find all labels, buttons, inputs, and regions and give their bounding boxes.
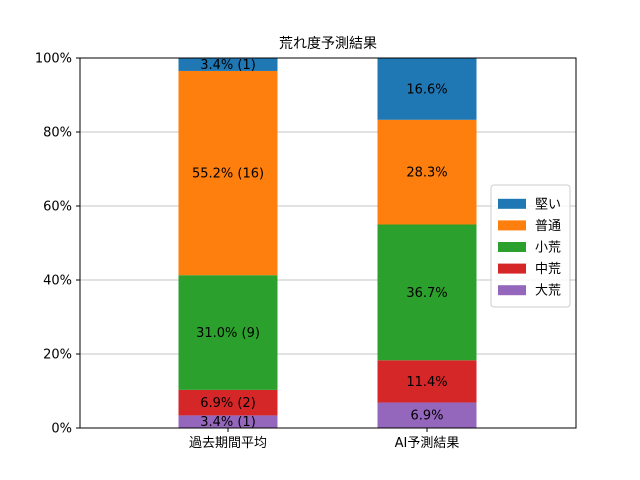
bar-data-label: 6.9% (2) [200, 396, 256, 411]
chart-title: 荒れ度予測結果 [279, 36, 377, 52]
legend-box [490, 184, 571, 308]
legend-swatch [498, 242, 526, 252]
legend-label: 堅い [535, 197, 561, 212]
bar-segment [178, 389, 278, 416]
bar-data-label: 36.7% [406, 286, 447, 301]
bar-data-label: 28.3% [406, 166, 447, 181]
bar-segment [377, 58, 477, 120]
bar-labels: 3.4% (1) 6.9% (2) 31.0% (9) 55.2% (16) 3.4% … [192, 58, 448, 430]
legend-label: 小荒 [535, 241, 561, 256]
bar-segment [178, 58, 278, 71]
y-tick-label: 80% [43, 126, 72, 141]
y-tick-label: 100% [35, 52, 72, 67]
bar-segment [178, 70, 278, 276]
bar-data-label: 3.4% (1) [200, 415, 256, 430]
bar-data-label: 6.9% [410, 409, 443, 424]
bars [178, 58, 477, 428]
axes: 0% 20% 40% 60% 80% 100% 過去期間平均 AI予測結果 [35, 52, 460, 452]
legend-label: 大荒 [535, 284, 561, 299]
legend-label: 中荒 [535, 262, 561, 277]
legend-swatch [498, 285, 526, 296]
bar-data-label: 31.0% (9) [196, 326, 260, 341]
bar-segment [377, 402, 477, 428]
y-tick-label: 0% [51, 422, 72, 437]
bar-segment [377, 360, 477, 403]
bar-segment [178, 415, 278, 428]
legend-label: 普通 [535, 219, 561, 234]
plot-frame [79, 57, 577, 429]
bar-data-label: 16.6% [406, 83, 447, 98]
legend-swatch [498, 198, 526, 209]
y-tick-label: 40% [43, 274, 72, 289]
bar-segment [178, 275, 278, 390]
y-tick-label: 60% [43, 200, 72, 215]
bar-segment [377, 224, 477, 361]
bar-segment [377, 119, 477, 225]
legend-swatch [498, 220, 526, 231]
y-tick-label: 20% [43, 348, 72, 363]
bar-data-label: 55.2% (16) [192, 167, 264, 182]
x-tick-label: AI予測結果 [395, 436, 460, 451]
x-tick-label: 過去期間平均 [189, 436, 267, 451]
legend-swatch [498, 263, 526, 274]
bar-data-label: 3.4% (1) [200, 58, 256, 73]
bar-data-label: 11.4% [406, 375, 447, 390]
